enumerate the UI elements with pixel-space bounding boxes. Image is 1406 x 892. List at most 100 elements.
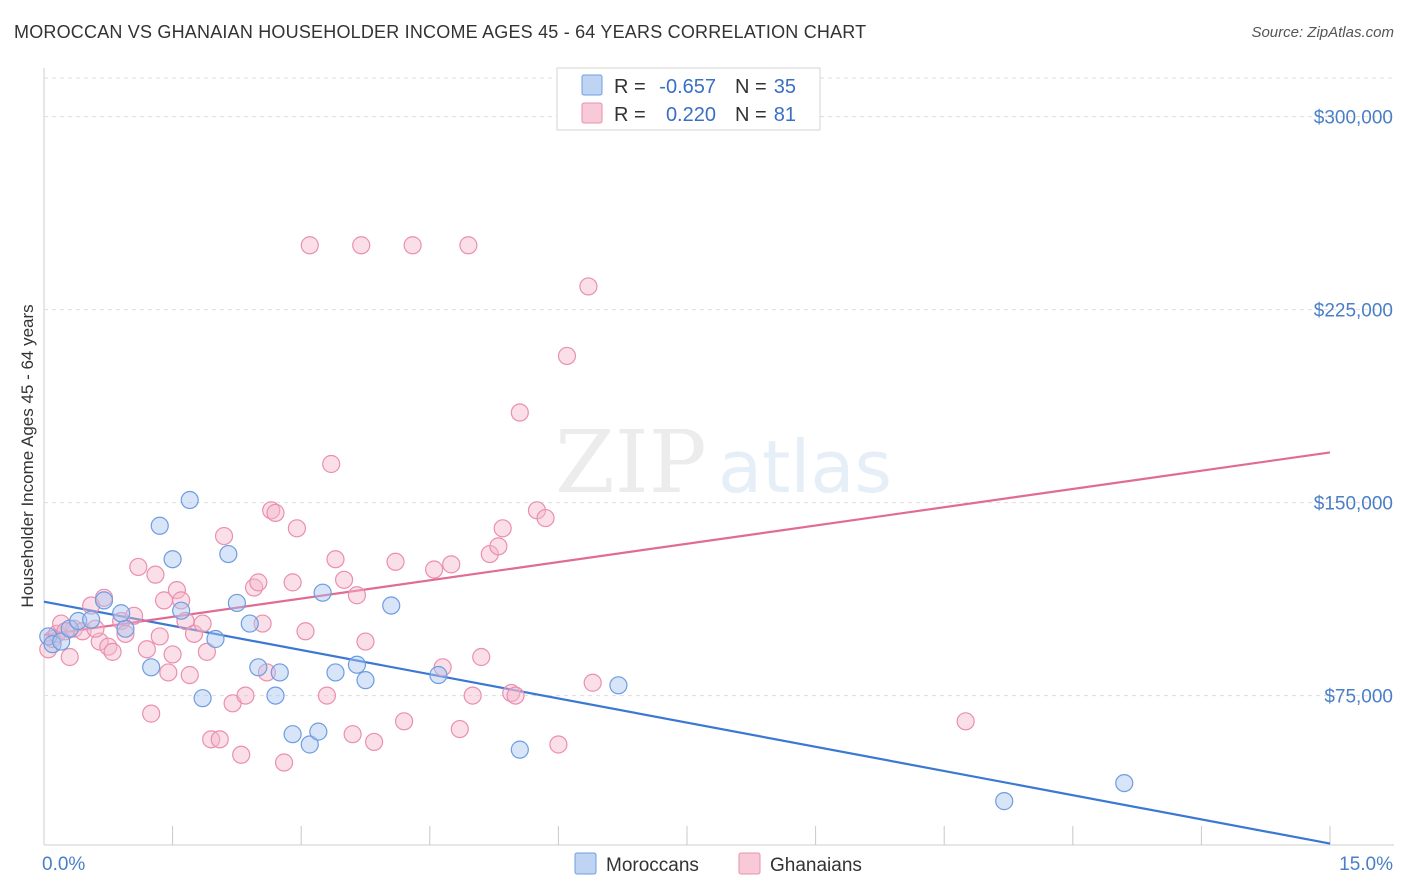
x-tick-marks bbox=[172, 826, 1331, 845]
point-ghanaians[interactable] bbox=[180, 665, 199, 685]
point-moroccans[interactable] bbox=[995, 792, 1014, 811]
point-ghanaians[interactable] bbox=[172, 591, 191, 610]
point-ghanaians[interactable] bbox=[343, 725, 362, 744]
point-moroccans[interactable] bbox=[206, 629, 225, 649]
point-ghanaians[interactable] bbox=[257, 663, 277, 682]
point-ghanaians[interactable] bbox=[116, 624, 135, 643]
point-moroccans[interactable] bbox=[112, 604, 131, 623]
point-ghanaians[interactable] bbox=[60, 647, 79, 667]
point-ghanaians[interactable] bbox=[163, 645, 182, 664]
point-ghanaians[interactable] bbox=[463, 686, 482, 705]
point-ghanaians[interactable] bbox=[193, 614, 212, 633]
series-legend: Moroccans Ghanaians bbox=[574, 852, 862, 876]
point-ghanaians[interactable] bbox=[232, 745, 251, 764]
point-moroccans[interactable] bbox=[356, 671, 375, 690]
point-moroccans[interactable] bbox=[219, 544, 238, 564]
point-ghanaians[interactable] bbox=[510, 403, 529, 422]
point-moroccans[interactable] bbox=[52, 632, 71, 651]
point-ghanaians[interactable] bbox=[557, 346, 577, 366]
point-moroccans[interactable] bbox=[227, 593, 246, 613]
point-moroccans[interactable] bbox=[382, 596, 401, 615]
point-moroccans[interactable] bbox=[300, 735, 319, 754]
point-moroccans[interactable] bbox=[510, 740, 529, 759]
y-tick-label: $300,000 bbox=[1314, 108, 1393, 129]
point-ghanaians[interactable] bbox=[450, 719, 469, 739]
point-moroccans[interactable] bbox=[193, 689, 212, 708]
point-ghanaians[interactable] bbox=[146, 565, 165, 584]
point-ghanaians[interactable] bbox=[334, 570, 354, 589]
point-moroccans[interactable] bbox=[313, 583, 332, 602]
point-ghanaians[interactable] bbox=[283, 573, 302, 592]
point-ghanaians[interactable] bbox=[364, 732, 384, 752]
point-ghanaians[interactable] bbox=[493, 519, 512, 538]
point-ghanaians[interactable] bbox=[322, 454, 341, 474]
point-ghanaians[interactable] bbox=[296, 622, 315, 641]
point-moroccans[interactable] bbox=[266, 686, 285, 705]
point-ghanaians[interactable] bbox=[386, 552, 405, 571]
point-moroccans[interactable] bbox=[347, 655, 367, 674]
point-moroccans[interactable] bbox=[180, 490, 199, 510]
point-moroccans[interactable] bbox=[116, 619, 135, 638]
point-ghanaians[interactable] bbox=[442, 555, 461, 574]
series-legend-swatch-ghanaians bbox=[738, 852, 761, 875]
point-ghanaians[interactable] bbox=[489, 537, 508, 556]
point-moroccans[interactable] bbox=[283, 725, 302, 744]
point-moroccans[interactable] bbox=[142, 658, 161, 677]
point-moroccans[interactable] bbox=[249, 658, 268, 677]
point-ghanaians[interactable] bbox=[103, 642, 122, 661]
point-ghanaians[interactable] bbox=[197, 642, 216, 661]
point-moroccans[interactable] bbox=[240, 614, 259, 633]
point-moroccans[interactable] bbox=[309, 722, 328, 741]
point-moroccans[interactable] bbox=[82, 610, 101, 629]
point-ghanaians[interactable] bbox=[300, 236, 319, 255]
point-ghanaians[interactable] bbox=[287, 519, 307, 538]
point-ghanaians[interactable] bbox=[956, 712, 975, 731]
point-moroccans[interactable] bbox=[609, 676, 628, 695]
point-moroccans[interactable] bbox=[326, 663, 345, 682]
point-ghanaians[interactable] bbox=[352, 236, 371, 255]
point-ghanaians[interactable] bbox=[326, 550, 345, 569]
point-ghanaians[interactable] bbox=[506, 686, 525, 705]
point-ghanaians[interactable] bbox=[249, 573, 268, 592]
point-moroccans[interactable] bbox=[150, 516, 169, 535]
point-moroccans[interactable] bbox=[270, 663, 289, 682]
point-ghanaians[interactable] bbox=[214, 526, 234, 546]
point-ghanaians[interactable] bbox=[579, 277, 598, 296]
point-ghanaians[interactable] bbox=[129, 557, 148, 577]
point-ghanaians[interactable] bbox=[583, 673, 602, 692]
point-ghanaians[interactable] bbox=[536, 508, 555, 528]
point-ghanaians[interactable] bbox=[403, 236, 422, 255]
point-moroccans[interactable] bbox=[429, 665, 448, 685]
point-moroccans[interactable] bbox=[94, 591, 114, 610]
point-ghanaians[interactable] bbox=[150, 627, 169, 646]
point-ghanaians[interactable] bbox=[86, 619, 105, 638]
trend-line-moroccans bbox=[43, 600, 1331, 845]
point-moroccans[interactable] bbox=[163, 550, 182, 569]
point-ghanaians[interactable] bbox=[394, 712, 414, 731]
point-moroccans[interactable] bbox=[69, 611, 88, 631]
correlation-legend: R = -0.657 N = 35 R = 0.220 N = 81 bbox=[556, 67, 821, 131]
point-moroccans[interactable] bbox=[1115, 773, 1134, 793]
point-ghanaians[interactable] bbox=[472, 647, 491, 667]
point-ghanaians[interactable] bbox=[274, 753, 294, 772]
point-ghanaians[interactable] bbox=[253, 614, 272, 633]
x-tick-label-min: 0.0% bbox=[42, 854, 85, 875]
legend-n-value-moroccan: 35 bbox=[774, 76, 796, 98]
point-ghanaians[interactable] bbox=[347, 586, 367, 605]
point-ghanaians[interactable] bbox=[167, 580, 186, 600]
point-ghanaians[interactable] bbox=[142, 704, 161, 723]
point-ghanaians[interactable] bbox=[549, 735, 568, 754]
point-moroccans[interactable] bbox=[172, 601, 191, 620]
point-ghanaians[interactable] bbox=[236, 686, 255, 705]
point-ghanaians[interactable] bbox=[137, 640, 156, 659]
point-ghanaians[interactable] bbox=[424, 560, 444, 579]
point-ghanaians[interactable] bbox=[266, 503, 285, 522]
y-tick-label: $75,000 bbox=[1324, 687, 1393, 708]
point-ghanaians[interactable] bbox=[356, 632, 375, 651]
point-ghanaians[interactable] bbox=[159, 663, 178, 682]
point-ghanaians[interactable] bbox=[459, 236, 478, 255]
point-ghanaians[interactable] bbox=[317, 686, 337, 705]
watermark: ZIP atlas bbox=[555, 413, 892, 513]
point-ghanaians[interactable] bbox=[210, 730, 229, 749]
